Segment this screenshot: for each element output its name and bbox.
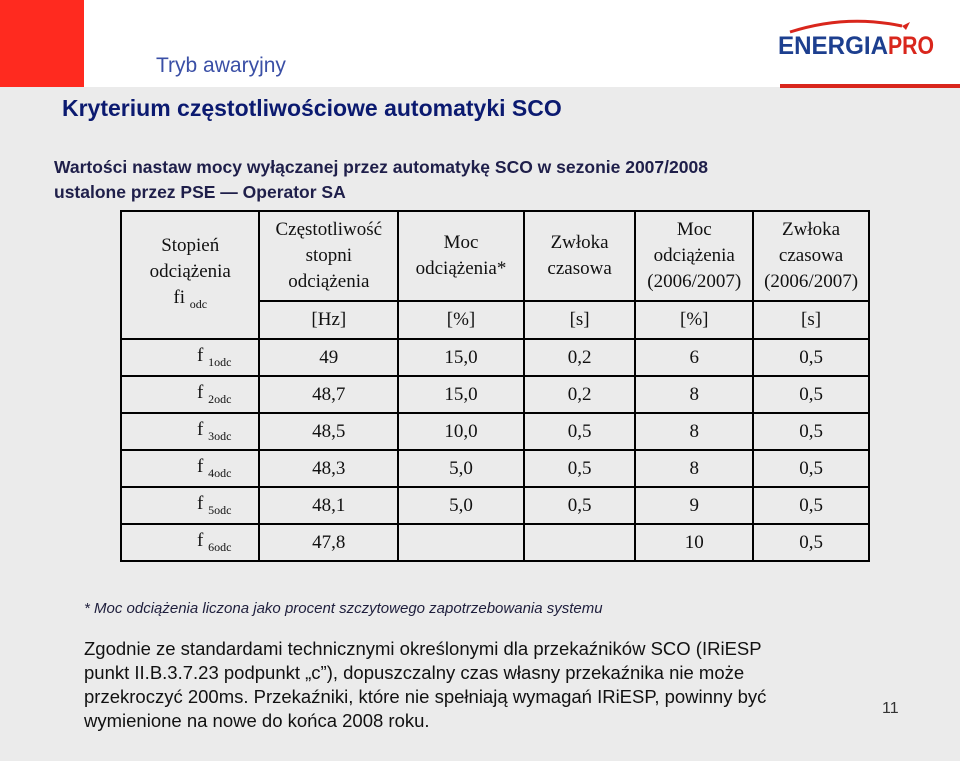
header-stopien: Stopień odciążenia fi odc <box>119 210 261 340</box>
table-row: f 3odc 48,5 10,0 0,5 8 0,5 <box>119 412 870 451</box>
cell-delay: 0,5 <box>522 412 637 451</box>
cell-power: 5,0 <box>397 449 525 488</box>
header-czestotliwosc: Częstotliwość stopni odciążenia <box>258 210 400 302</box>
table-row: f 4odc 48,3 5,0 0,5 8 0,5 <box>119 449 870 488</box>
cell-frequency: 47,8 <box>258 523 400 562</box>
cell-delay-2006: 0,5 <box>752 375 870 414</box>
cell-power: 15,0 <box>397 338 525 377</box>
table-row: f 1odc 49 15,0 0,2 6 0,5 <box>119 338 870 377</box>
table-row: f 5odc 48,1 5,0 0,5 9 0,5 <box>119 486 870 525</box>
table-row: f 6odc 47,8 10 0,5 <box>119 523 870 562</box>
corner-red-square <box>0 0 84 87</box>
cell-power <box>397 523 525 562</box>
cell-frequency: 48,5 <box>258 412 400 451</box>
header-red-stripe <box>780 84 960 88</box>
note-line-1: Zgodnie ze standardami technicznymi okre… <box>84 638 762 659</box>
cell-power-2006: 8 <box>634 412 755 451</box>
unit-percent-2006: [%] <box>634 300 755 340</box>
cell-frequency: 48,7 <box>258 375 400 414</box>
standards-note: Zgodnie ze standardami technicznymi okre… <box>84 637 884 733</box>
row-stage: f 3odc <box>119 412 261 451</box>
unit-seconds-2006: [s] <box>752 300 870 340</box>
row-stage: f 2odc <box>119 375 261 414</box>
cell-power: 5,0 <box>397 486 525 525</box>
header-band <box>84 0 960 87</box>
unit-seconds: [s] <box>522 300 637 340</box>
cell-delay: 0,5 <box>522 449 637 488</box>
cell-frequency: 48,1 <box>258 486 400 525</box>
table-header-row: Stopień odciążenia fi odc Częstotliwość … <box>119 210 870 340</box>
cell-power-2006: 9 <box>634 486 755 525</box>
cell-delay-2006: 0,5 <box>752 523 870 562</box>
page-number: 11 <box>882 700 899 717</box>
cell-delay-2006: 0,5 <box>752 449 870 488</box>
cell-delay <box>522 523 637 562</box>
cell-frequency: 49 <box>258 338 400 377</box>
energiapro-logo: ENERGIA PRO <box>776 18 936 70</box>
table-units-row: [Hz] [%] [s] [%] [s] <box>121 300 870 340</box>
cell-power-2006: 10 <box>634 523 755 562</box>
header-zwloka-2006: Zwłoka czasowa (2006/2007) <box>752 210 870 302</box>
row-stage: f 5odc <box>119 486 261 525</box>
cell-delay-2006: 0,5 <box>752 412 870 451</box>
subtitle: Wartości nastaw mocy wyłączanej przez au… <box>54 155 708 205</box>
cell-power-2006: 8 <box>634 375 755 414</box>
header-moc-2006: Moc odciążenia (2006/2007) <box>634 210 755 302</box>
cell-delay: 0,2 <box>522 338 637 377</box>
cell-power: 15,0 <box>397 375 525 414</box>
row-stage: f 1odc <box>119 338 261 377</box>
table-row: f 2odc 48,7 15,0 0,2 8 0,5 <box>119 375 870 414</box>
subtitle-line-1: Wartości nastaw mocy wyłączanej przez au… <box>54 157 708 177</box>
cell-delay: 0,2 <box>522 375 637 414</box>
note-line-4: wymienione na nowe do końca 2008 roku. <box>84 710 430 731</box>
header-moc: Moc odciążenia* <box>397 210 525 302</box>
row-stage: f 4odc <box>119 449 261 488</box>
page-title: Kryterium częstotliwościowe automatyki S… <box>62 95 562 121</box>
note-line-2: punkt II.B.3.7.23 podpunkt „c”), dopuszc… <box>84 662 745 683</box>
cell-frequency: 48,3 <box>258 449 400 488</box>
cell-delay-2006: 0,5 <box>752 338 870 377</box>
unit-percent: [%] <box>397 300 525 340</box>
footnote: * Moc odciążenia liczona jako procent sz… <box>84 600 603 617</box>
subtitle-line-2: ustalone przez PSE — Operator SA <box>54 182 346 202</box>
section-label: Tryb awaryjny <box>156 54 286 77</box>
cell-delay: 0,5 <box>522 486 637 525</box>
row-stage: f 6odc <box>119 523 261 562</box>
svg-text:PRO: PRO <box>888 32 934 60</box>
unit-hz: [Hz] <box>258 300 400 340</box>
note-line-3: przekroczyć 200ms. Przekaźniki, które ni… <box>84 686 767 707</box>
cell-delay-2006: 0,5 <box>752 486 870 525</box>
sco-settings-table: Stopień odciążenia fi odc Częstotliwość … <box>119 210 870 562</box>
cell-power: 10,0 <box>397 412 525 451</box>
svg-text:ENERGIA: ENERGIA <box>778 32 888 60</box>
cell-power-2006: 6 <box>634 338 755 377</box>
cell-power-2006: 8 <box>634 449 755 488</box>
header-zwloka: Zwłoka czasowa <box>522 210 637 302</box>
